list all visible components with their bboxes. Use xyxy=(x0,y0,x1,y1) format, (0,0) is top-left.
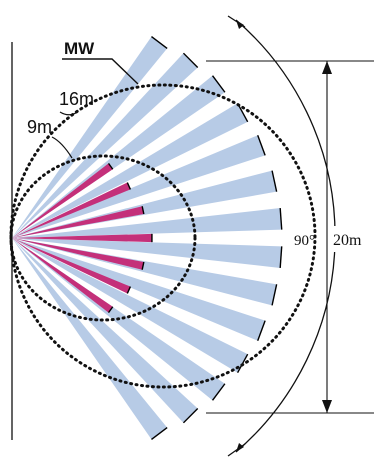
mw-beam-10-edge xyxy=(257,320,266,341)
mw-beam-5 xyxy=(12,135,266,238)
pir-beam-6-edge xyxy=(126,286,132,294)
pir-beam-7 xyxy=(12,238,113,313)
pir-beam-1-edge xyxy=(107,162,114,170)
angle-arc-tick-top xyxy=(227,15,246,28)
mw-beam-6-edge xyxy=(271,170,278,192)
mw-beam-5-edge xyxy=(257,135,266,156)
mw-beam-2 xyxy=(12,53,198,239)
pir-beam-6 xyxy=(12,238,131,294)
mw-beam-1 xyxy=(12,36,168,239)
mw-beam-1-edge xyxy=(151,36,168,49)
mw-beam-12-edge xyxy=(211,383,226,401)
mw-beam-6 xyxy=(12,170,277,238)
mw-beam-13-edge xyxy=(182,407,199,424)
mw-beam-2-edge xyxy=(182,52,199,69)
width-arrowhead-top xyxy=(322,61,332,74)
pir-beam-3 xyxy=(12,206,144,238)
range-16m-boundary xyxy=(9,83,317,389)
pir-beam-1 xyxy=(12,163,113,238)
pir-beam-4 xyxy=(12,233,152,243)
mw-beam-8 xyxy=(12,238,282,268)
width-arrowhead-bottom xyxy=(322,400,332,413)
angle-arc-tick-bottom xyxy=(227,443,246,457)
mw-leader-line xyxy=(62,58,139,85)
range-9m-boundary xyxy=(9,154,197,322)
mw-beam-7 xyxy=(12,208,282,238)
angle-arc xyxy=(235,19,336,453)
range-9m-label: 9m xyxy=(27,117,52,137)
pir-beam-5-edge xyxy=(141,261,145,270)
mw-beam-3-edge xyxy=(211,75,226,93)
pir-beam-2-edge xyxy=(126,182,132,190)
mw-beam-10 xyxy=(12,238,266,341)
mw-beam-9 xyxy=(12,238,277,306)
pir-beams xyxy=(12,162,153,314)
pir-beam-2 xyxy=(12,182,131,238)
mw-beam-9-edge xyxy=(271,284,278,306)
range-9m-leader xyxy=(51,136,73,159)
width-label-background xyxy=(330,226,370,252)
width-label: 20m xyxy=(333,232,362,249)
mw-beam-13 xyxy=(12,238,198,423)
mw-beam-11 xyxy=(12,238,248,373)
mw-label: MW xyxy=(64,39,95,58)
mw-beam-4 xyxy=(12,103,248,239)
mw-beam-14 xyxy=(12,238,168,440)
pir-beam-7-edge xyxy=(107,306,114,314)
range-16m-leader xyxy=(59,111,77,116)
mw-beam-7-edge xyxy=(279,207,283,230)
pir-beam-3-edge xyxy=(141,206,145,215)
angle-label: 90° xyxy=(294,233,315,249)
range-16m-label: 16m xyxy=(59,89,94,109)
pir-beam-5 xyxy=(12,238,144,270)
mw-beam-14-edge xyxy=(151,427,168,440)
mw-beam-8-edge xyxy=(279,246,283,269)
